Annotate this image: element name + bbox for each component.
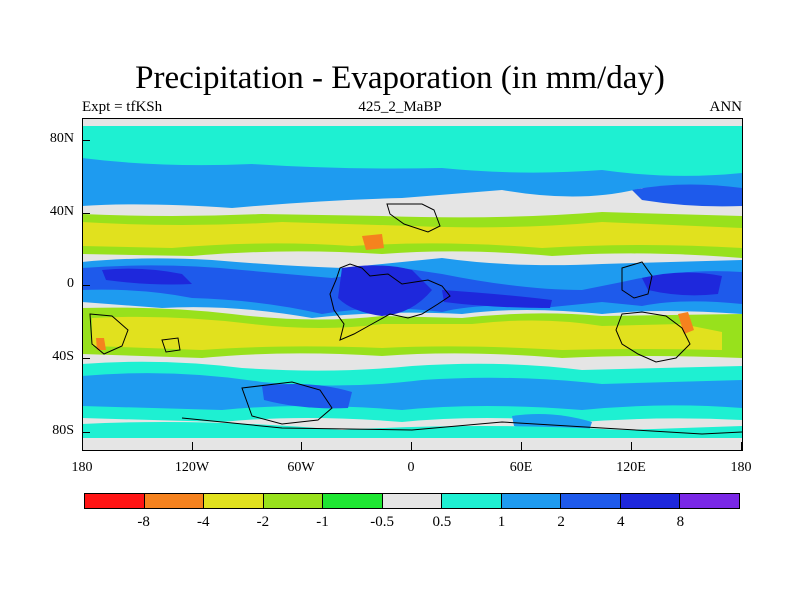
colorbar-swatch: [442, 494, 502, 508]
x-tick-label: 120E: [616, 460, 646, 475]
x-tick-label: 120W: [174, 460, 210, 475]
colorbar-swatch: [501, 494, 562, 508]
y-tick-label: 40S: [52, 349, 74, 364]
colorbar-swatch: [561, 494, 621, 508]
x-tick-label: 60W: [287, 460, 315, 475]
colorbar-swatch: [620, 494, 681, 508]
age-label: 425_2_MaBP: [358, 99, 442, 115]
x-tick: [741, 442, 742, 450]
colorbar-swatch: [323, 494, 383, 508]
x-tick: [521, 442, 522, 450]
colorbar-label: -1: [316, 514, 329, 530]
colorbar-label: -0.5: [370, 514, 395, 530]
colorbar-label: 8: [676, 514, 685, 530]
precip-evap-map: [82, 118, 742, 450]
x-tick: [631, 442, 632, 450]
x-tick: [192, 442, 193, 450]
x-tick-label: 180: [71, 460, 93, 475]
y-tick-label: 80S: [52, 423, 74, 438]
coastlines: [89, 203, 742, 435]
colorbar-swatch: [680, 494, 740, 508]
colorbar-label: -4: [197, 514, 210, 530]
x-tick: [411, 442, 412, 450]
colorbar-label: 1: [497, 514, 506, 530]
y-tick-label: 0: [67, 276, 74, 291]
field-bands: [82, 126, 742, 438]
y-tick: [82, 285, 90, 286]
x-tick-label: 0: [407, 460, 415, 475]
colorbar-label: -8: [137, 514, 150, 530]
y-tick: [82, 432, 90, 433]
colorbar-label: 4: [616, 514, 625, 530]
season-label: ANN: [709, 99, 743, 115]
x-tick-label: 180: [730, 460, 752, 475]
y-tick-label: 80N: [49, 131, 74, 146]
y-tick-label: 40N: [49, 204, 74, 219]
x-tick-label: 60E: [509, 460, 533, 475]
y-tick: [82, 213, 90, 214]
colorbar-swatch: [144, 494, 205, 508]
y-tick: [82, 140, 90, 141]
plot-title: Precipitation - Evaporation (in mm/day): [135, 60, 665, 96]
x-tick: [82, 442, 83, 450]
colorbar-swatch: [204, 494, 264, 508]
colorbar-label: 2: [557, 514, 565, 530]
colorbar-label: 0.5: [432, 514, 452, 530]
experiment-label: Expt = tfKSh: [82, 99, 163, 115]
colorbar-label: -2: [256, 514, 270, 530]
colorbar-swatch: [382, 494, 443, 508]
colorbar-swatch: [263, 494, 324, 508]
y-tick: [82, 358, 90, 359]
colorbar: [84, 493, 740, 509]
colorbar-swatch: [85, 494, 145, 508]
x-tick: [301, 442, 302, 450]
